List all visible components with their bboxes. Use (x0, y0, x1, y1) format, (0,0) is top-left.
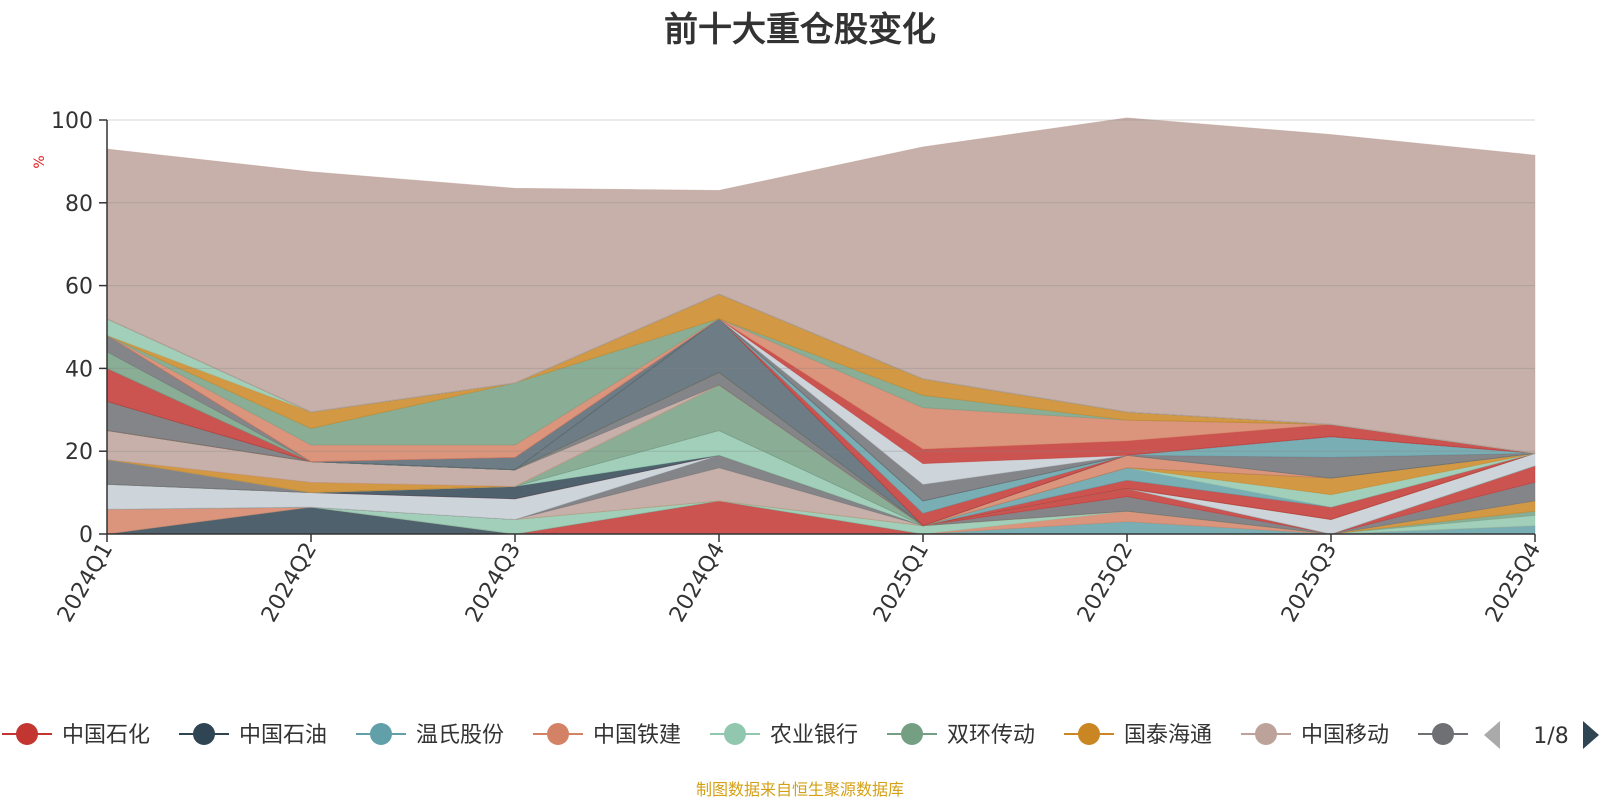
x-tick-label: 2025Q2 (1073, 539, 1138, 627)
legend-item[interactable]: 温氏股份 (356, 723, 504, 748)
legend-item[interactable]: 中国石化 (2, 723, 150, 748)
legend-marker (1255, 723, 1277, 745)
legend-prev-icon[interactable] (1484, 721, 1500, 749)
legend-item[interactable]: 农业银行 (710, 723, 858, 748)
legend-page-indicator: 1/8 (1533, 724, 1568, 749)
x-tick-label: 2025Q4 (1481, 539, 1546, 627)
area-series-61 (106, 117, 1536, 454)
legend-item[interactable]: 双环传动 (887, 723, 1035, 748)
x-tick-label: 2024Q2 (257, 539, 322, 627)
legend-items: 中国石化 中国石油 温氏股份 中国铁建 农业银行 双环传动 国泰海通 中国移动 中国神华 (2, 723, 1566, 748)
legend-item[interactable]: 国泰海通 (1064, 723, 1212, 748)
source-note: 制图数据来自恒生聚源数据库 (695, 780, 904, 799)
x-axis: 2024Q1 2024Q2 2024Q3 2024Q4 2025Q1 2025Q2 2025… (53, 533, 1546, 627)
legend-label: 中国移动 (1301, 723, 1389, 748)
y-axis: 0 20 40 60 80 100 (51, 109, 108, 548)
legend-marker (16, 723, 38, 745)
y-tick-label: 20 (65, 440, 93, 465)
x-tick-label: 2025Q1 (869, 539, 934, 627)
legend-pager: 1/8 (1484, 721, 1599, 749)
legend: 中国石化 中国石油 温氏股份 中国铁建 农业银行 双环传动 国泰海通 中国移动 中国神华 (2, 723, 1566, 748)
y-tick-label: 60 (65, 275, 93, 300)
y-tick-label: 40 (65, 357, 93, 382)
legend-item[interactable]: 中国神华 (1418, 723, 1566, 748)
y-tick-label: 80 (65, 192, 93, 217)
legend-label: 温氏股份 (416, 723, 504, 748)
legend-label: 中国铁建 (593, 723, 681, 748)
y-tick-label: 100 (51, 109, 93, 134)
legend-marker (1432, 723, 1454, 745)
y-axis-label: % (32, 155, 48, 168)
legend-label: 中国石化 (62, 723, 150, 748)
legend-marker (1078, 723, 1100, 745)
legend-marker (547, 723, 569, 745)
legend-next-icon[interactable] (1583, 721, 1599, 749)
legend-label: 国泰海通 (1124, 723, 1212, 748)
legend-item[interactable]: 中国石油 (179, 723, 327, 748)
legend-marker (370, 723, 392, 745)
legend-label: 农业银行 (770, 723, 858, 748)
legend-marker (724, 723, 746, 745)
x-tick-label: 2025Q3 (1277, 539, 1342, 627)
legend-item[interactable]: 中国移动 (1241, 723, 1389, 748)
area-series-group (106, 117, 1536, 535)
legend-label: 双环传动 (947, 723, 1035, 748)
chart-title: 前十大重仓股变化 (664, 10, 936, 50)
y-tick-label: 0 (79, 523, 93, 548)
grid-lines (107, 119, 1535, 452)
x-tick-label: 2024Q1 (53, 539, 118, 627)
legend-marker (193, 723, 215, 745)
legend-item[interactable]: 中国铁建 (533, 723, 681, 748)
x-tick-label: 2024Q4 (665, 539, 730, 627)
x-tick-label: 2024Q3 (461, 539, 526, 627)
legend-marker (901, 723, 923, 745)
legend-label: 中国石油 (239, 723, 327, 748)
